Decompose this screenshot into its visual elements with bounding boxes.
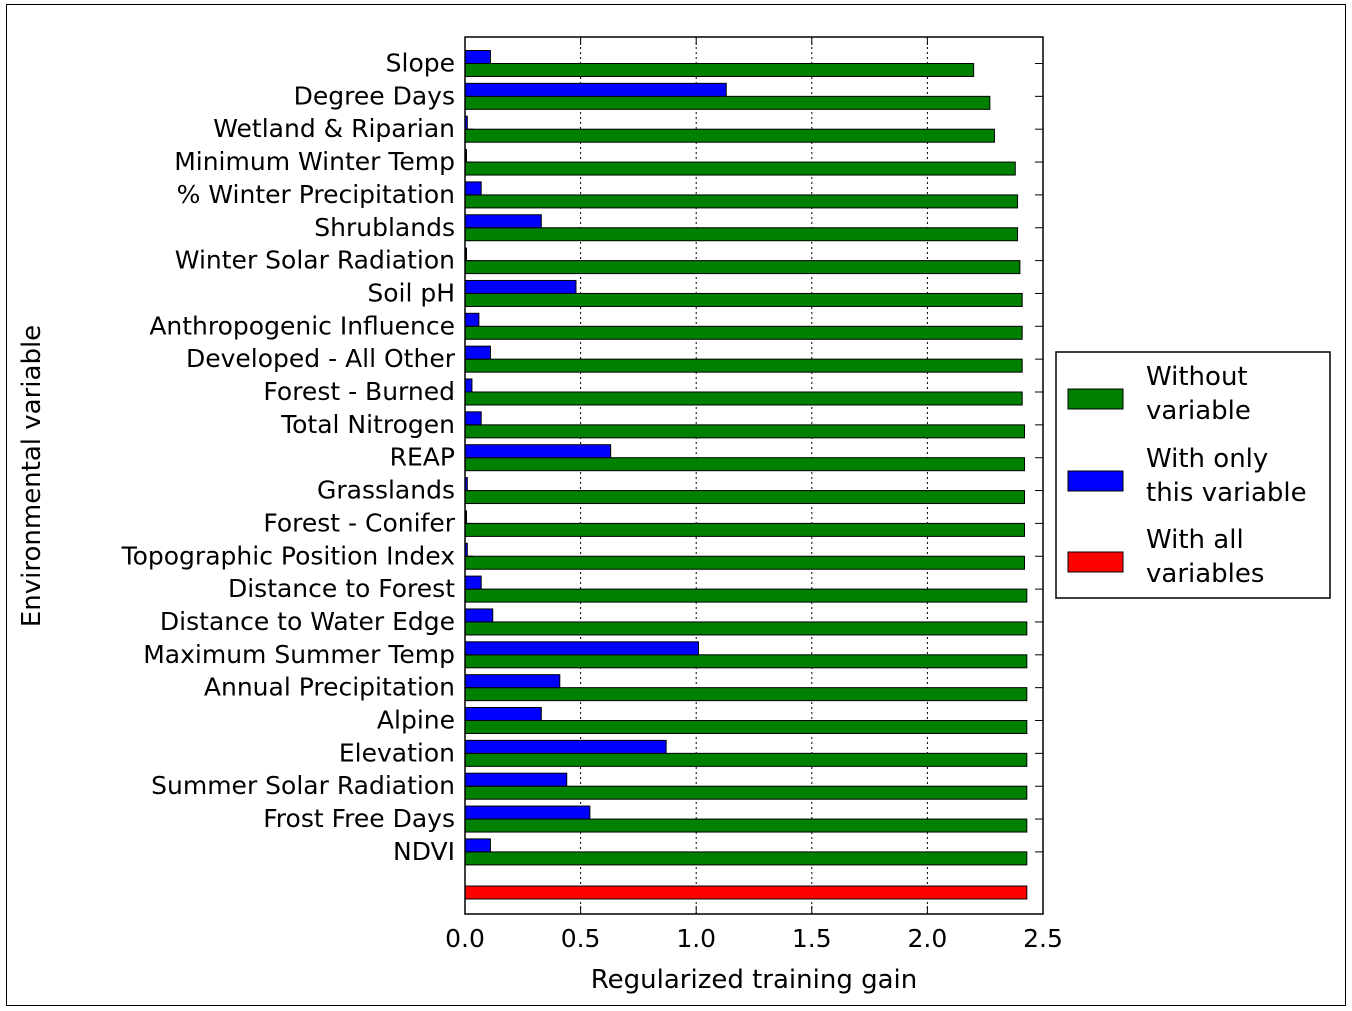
bar-with-only-variable — [464, 805, 591, 820]
bar-with-only-variable — [464, 444, 612, 459]
category-label: % Winter Precipitation — [177, 180, 455, 209]
x-tick-label: 2.0 — [908, 924, 948, 953]
category-label: Forest - Burned — [263, 377, 455, 406]
bar-without-variable — [464, 654, 1028, 669]
x-tick-label: 0.5 — [561, 924, 601, 953]
legend-label: variables — [1146, 559, 1264, 589]
bar-with-only-variable — [464, 608, 494, 623]
bar-without-variable — [464, 194, 1019, 209]
bar-without-variable — [464, 621, 1028, 636]
bar-without-variable — [464, 752, 1028, 767]
x-tick-label: 0.0 — [445, 924, 485, 953]
bar-without-variable — [464, 522, 1026, 537]
y-axis-label: Environmental variable — [17, 325, 47, 627]
category-label: Forest - Conifer — [263, 508, 455, 537]
category-label: Minimum Winter Temp — [174, 147, 455, 176]
bar-with-only-variable — [464, 181, 482, 196]
legend-label: variable — [1146, 396, 1251, 426]
category-label: Soil pH — [367, 278, 455, 307]
bar-without-variable — [464, 588, 1028, 603]
bar-with-only-variable — [464, 345, 491, 360]
bar-without-variable — [464, 818, 1028, 833]
bar-with-only-variable — [464, 838, 491, 853]
category-label: Frost Free Days — [263, 804, 455, 833]
bar-with-only-variable — [464, 674, 561, 689]
x-axis-label: Regularized training gain — [591, 965, 918, 995]
x-tick-label: 1.0 — [676, 924, 716, 953]
bar-without-variable — [464, 260, 1021, 275]
bar-without-variable — [464, 851, 1028, 866]
category-label: Distance to Water Edge — [160, 607, 455, 636]
bar-with-only-variable — [464, 214, 542, 229]
bar-without-variable — [464, 391, 1023, 406]
bar-with-only-variable — [464, 82, 727, 97]
x-tick-label: 2.5 — [1023, 924, 1063, 953]
legend-swatch — [1067, 470, 1124, 492]
bar-with-only-variable — [464, 575, 482, 590]
category-label: Maximum Summer Temp — [143, 640, 455, 669]
x-axis-ticks: 0.0 0.5 1.0 1.5 2.0 2.5 — [445, 37, 1063, 953]
bar-with-only-variable — [464, 411, 482, 426]
bars — [464, 50, 1028, 900]
bar-without-variable — [464, 785, 1028, 800]
category-label: Elevation — [339, 738, 455, 767]
category-label: Total Nitrogen — [280, 410, 455, 439]
bar-without-variable — [464, 292, 1023, 307]
legend-label: Without — [1146, 362, 1248, 392]
bar-without-variable — [464, 161, 1016, 176]
category-label: Distance to Forest — [228, 574, 455, 603]
bar-without-variable — [464, 63, 975, 77]
category-labels: Slope Degree Days Wetland & Riparian Minimu… — [121, 49, 456, 866]
bar-without-variable — [464, 227, 1019, 242]
plot-area — [464, 36, 1044, 915]
bar-without-variable — [464, 358, 1023, 373]
x-tick-label: 1.5 — [792, 924, 832, 953]
category-label: Topographic Position Index — [121, 541, 455, 570]
legend-swatch — [1067, 551, 1124, 573]
legend: Without variable With only this variable Wit… — [1055, 351, 1331, 599]
gridlines — [580, 37, 928, 914]
bar-with-only-variable — [464, 378, 473, 393]
figure-frame — [6, 4, 1346, 1006]
y-tick-marks — [465, 63, 1043, 853]
legend-label: this variable — [1146, 478, 1307, 508]
bar-with-only-variable — [464, 279, 577, 294]
category-label: REAP — [390, 443, 455, 472]
bar-with-only-variable — [464, 312, 480, 327]
bar-without-variable — [464, 490, 1026, 505]
category-label: NDVI — [393, 837, 455, 866]
bar-without-variable — [464, 325, 1023, 340]
legend-label: With only — [1146, 444, 1268, 474]
legend-label: With all — [1146, 525, 1244, 555]
bar-without-variable — [464, 457, 1026, 472]
bar-with-only-variable — [464, 641, 700, 656]
category-label: Shrublands — [314, 213, 455, 242]
bar-with-only-variable — [464, 772, 568, 787]
bar-with-only-variable — [464, 739, 667, 754]
category-label: Wetland & Riparian — [213, 114, 455, 143]
category-label: Developed - All Other — [186, 344, 456, 373]
bar-without-variable — [464, 687, 1028, 702]
category-label: Slope — [386, 49, 455, 78]
category-label: Grasslands — [317, 476, 455, 505]
bar-with-only-variable — [464, 707, 542, 721]
category-label: Anthropogenic Influence — [149, 311, 455, 340]
category-label: Winter Solar Radiation — [175, 246, 455, 275]
category-label: Annual Precipitation — [204, 673, 455, 702]
category-label: Degree Days — [294, 81, 455, 110]
bar-with-only-variable — [464, 50, 491, 64]
bar-without-variable — [464, 720, 1028, 734]
bar-without-variable — [464, 555, 1026, 570]
category-label: Alpine — [377, 706, 455, 735]
category-label: Summer Solar Radiation — [151, 771, 455, 800]
bar-without-variable — [464, 424, 1026, 439]
bar-without-variable — [464, 95, 991, 110]
bar-without-variable — [464, 128, 995, 143]
bar-with-all-variables — [464, 885, 1028, 900]
legend-swatch — [1067, 388, 1124, 410]
